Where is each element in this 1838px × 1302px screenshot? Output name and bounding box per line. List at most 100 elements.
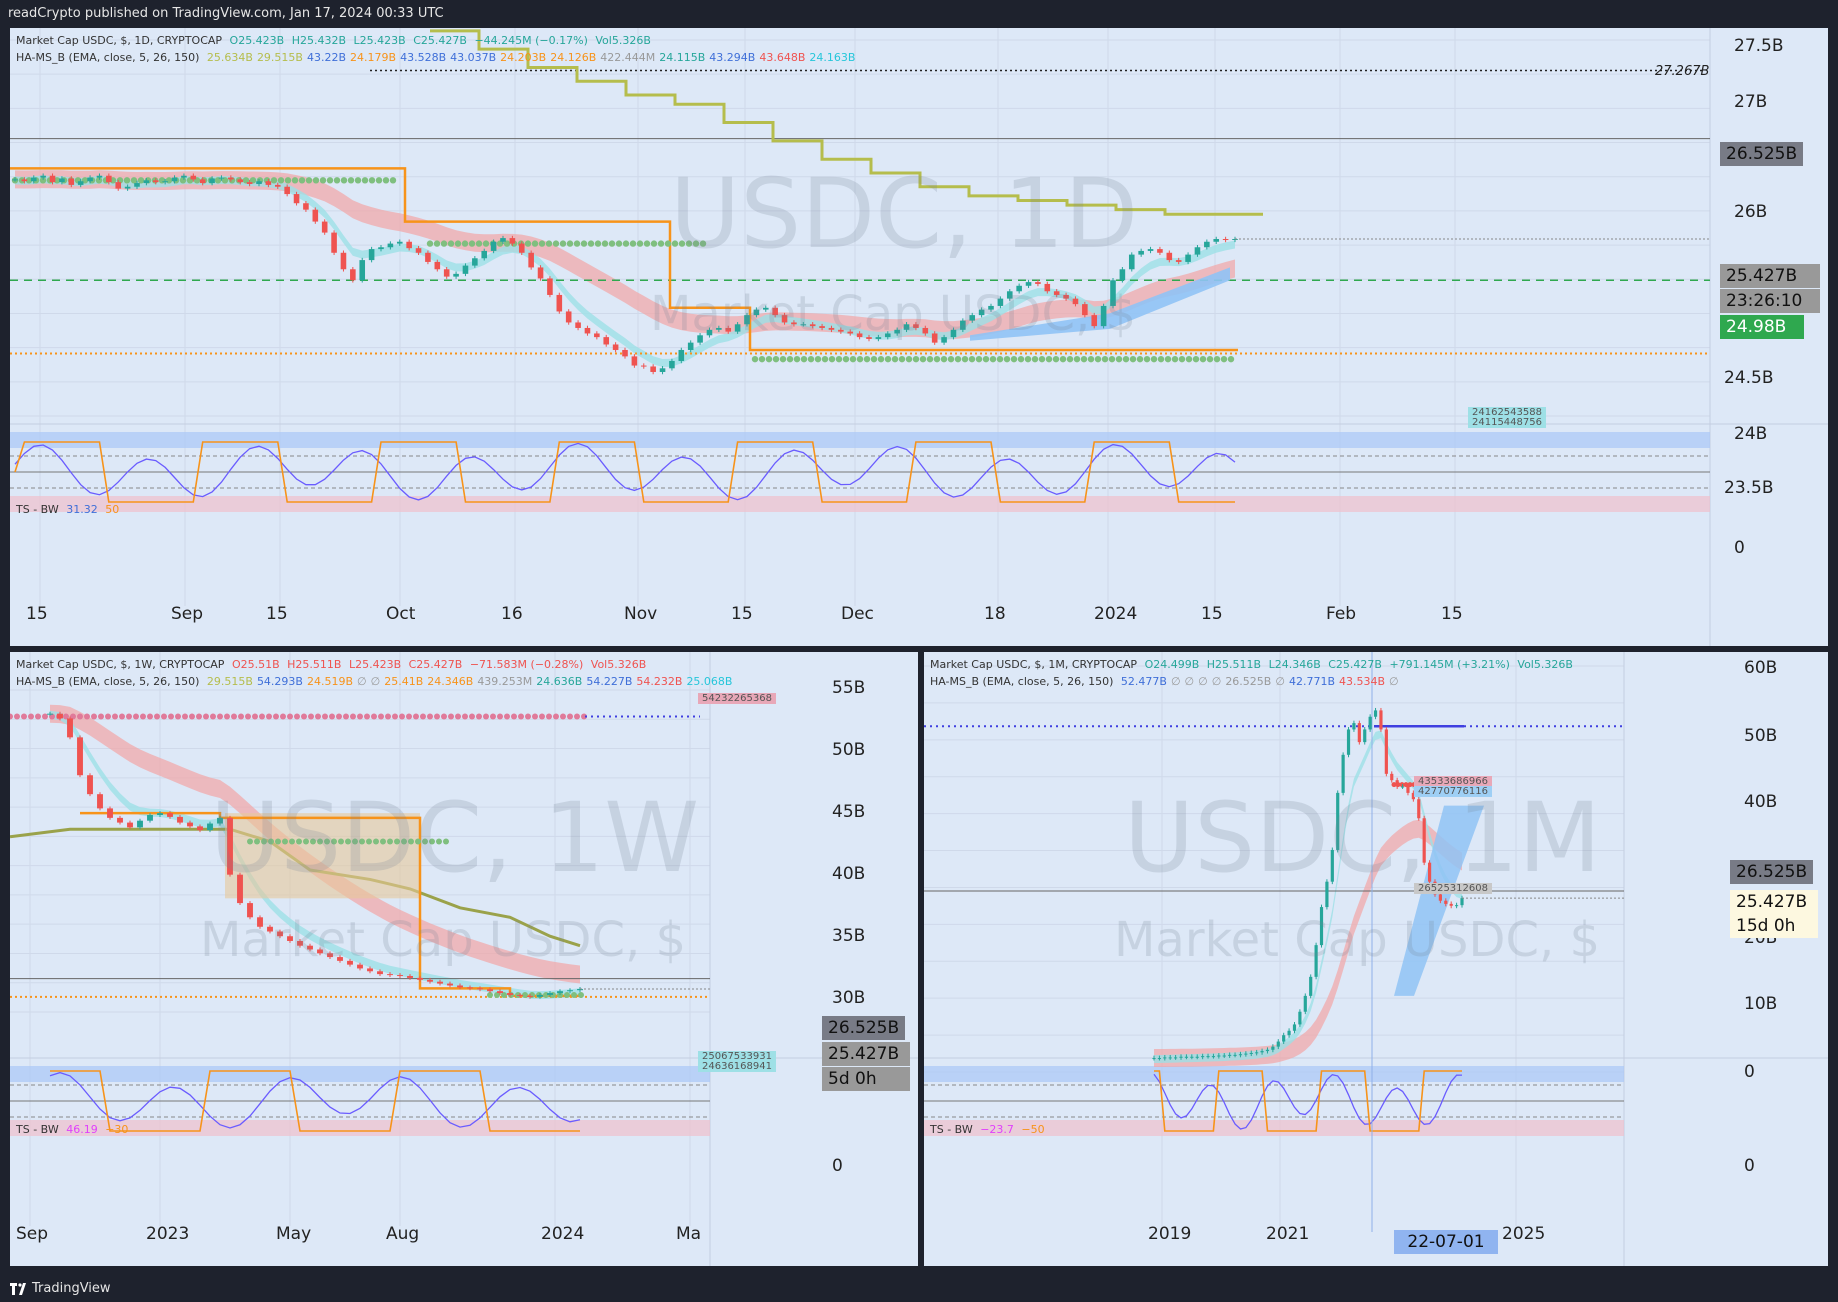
candle-body [1265,1049,1270,1052]
green-dot [758,355,766,363]
candle-body [567,990,573,992]
daily-y-tick-1: 27B [1734,92,1768,112]
candle-body [1417,799,1421,819]
candle-body [1292,1024,1297,1031]
green-dot [1017,355,1025,363]
monthly-pair-label-1: 42770776116 [1414,786,1492,797]
green-dot [524,240,532,247]
indicator-value: 43.534B [1339,675,1386,688]
green-dot [221,177,229,184]
candle-body [594,333,600,338]
green-dot [940,355,948,363]
weekly-legend-line2: HA-MS_B (EMA, close, 5, 26, 150) 29.515B… [16,675,736,688]
weekly-legend-line1: Market Cap USDC, $, 1W, CRYPTOCAP O25.51… [16,658,650,671]
monthly-change: +791.145M (+3.21%) [1389,658,1510,671]
candle-body [1346,729,1351,755]
candle-body [350,269,356,281]
candle-body [1395,780,1399,787]
green-dot [564,991,570,998]
top-dot [336,713,342,720]
top-dot [490,713,496,720]
candle-body [57,713,63,719]
candle-body [1228,1054,1232,1056]
candle-body [1449,903,1453,906]
monthly-volume: Vol5.326B [1517,658,1573,671]
daily-osc-legend: TS - BW 31.32 50 [16,503,123,516]
weekly-volume: Vol5.326B [590,658,647,671]
green-dot [947,355,955,363]
monthly-chart-svg[interactable] [924,652,1828,1266]
top-dot [504,713,510,720]
green-dot [270,177,278,184]
green-dot [552,240,560,247]
monthly-symbol: Market Cap USDC, $, 1M, CRYPTOCAP [930,658,1138,671]
green-dot [622,240,630,247]
green-dot [242,177,250,184]
candle-body [1157,249,1163,253]
monthly-chart-panel[interactable]: USDC, 1M Market Cap USDC, $ Market Cap U… [924,652,1828,1266]
green-dot [366,838,372,845]
indicator-value: 43.22B [306,51,347,64]
top-dot [98,713,104,720]
candle-body [1222,239,1229,241]
weekly-chart-svg[interactable] [10,652,918,1266]
green-dot [835,355,843,363]
green-dot [898,355,906,363]
top-dot [224,713,230,720]
candle-body [1082,304,1088,316]
top-dot [287,713,293,720]
indicator-value: ∅ [1198,675,1208,688]
candle-body [1119,269,1126,281]
green-dot [296,838,302,845]
osc-upper-band [924,1066,1624,1082]
daily-chart-panel[interactable]: USDC, 1D Market Cap USDC, $ Market Cap U… [10,28,1828,646]
candle-body [387,243,394,248]
indicator-value: 24.126B [550,51,597,64]
weekly-watermark-subtitle: Market Cap USDC, $ [200,912,687,968]
top-dot [42,713,48,720]
top-dot [546,713,552,720]
candle-body [1157,1058,1161,1060]
top-dot [133,713,139,720]
candle-body [866,337,872,339]
green-dot [1115,355,1123,363]
candle-body [678,349,685,361]
candle-body [265,181,272,185]
top-dot [273,713,279,720]
candle-body [327,953,333,958]
candle-body [115,182,122,189]
green-dot [387,838,393,845]
osc-upper-band [10,1066,710,1082]
candle-body [650,366,656,372]
daily-hline-badge: 26.525B [1720,142,1804,166]
candle-body [903,324,910,330]
candle-body [997,298,1004,306]
candle-body [407,976,413,978]
orange-step-line [10,167,1238,352]
x-tick-label: Nov [624,604,658,624]
publish-header: readCrypto published on TradingView.com,… [0,0,1838,28]
top-dot [182,713,188,720]
top-dot [28,713,34,720]
green-dot [1080,355,1088,363]
daily-chart-svg[interactable] [10,28,1828,646]
green-dot [912,355,920,363]
top-dot [21,713,27,720]
green-dot [657,240,665,247]
candle-body [1195,1056,1199,1058]
candle-body [152,180,159,183]
weekly-chart-panel[interactable]: USDC, 1W Market Cap USDC, $ Market Cap U… [10,652,918,1266]
candle-body [157,813,163,816]
green-dot [786,355,794,363]
candle-body [147,815,153,821]
candle-body [1190,1056,1194,1058]
green-dot [975,355,983,363]
candle-body [1422,818,1426,863]
candle-body [577,988,583,991]
daily-max-label: 27.267B [1655,64,1710,79]
candle-body [1091,315,1098,327]
top-dot [581,713,587,720]
candle-body [706,329,713,336]
monthly-y-tick-0: 60B [1744,658,1778,678]
top-dot [315,713,321,720]
